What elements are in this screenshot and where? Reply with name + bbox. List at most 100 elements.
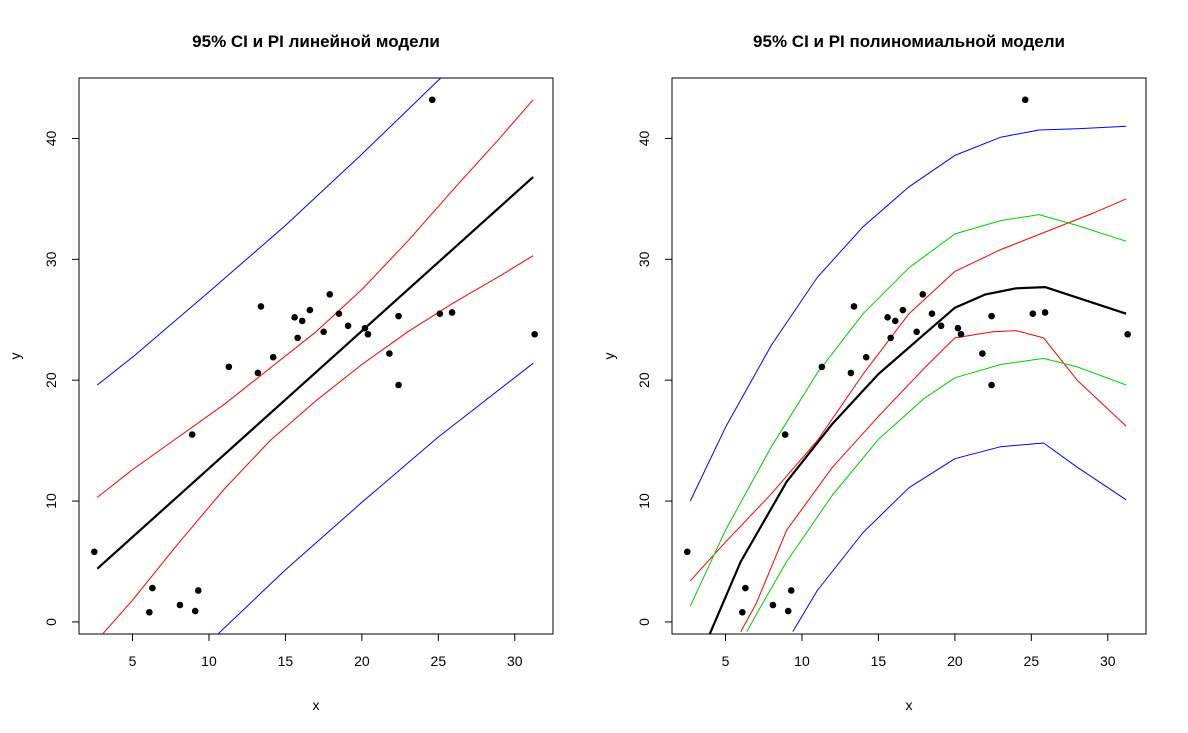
x-tick-label: 20 <box>947 653 963 669</box>
data-point <box>928 310 936 317</box>
ci-lower-line <box>740 330 1127 632</box>
chart-title: 95% CI и PI линейной модели <box>192 32 440 51</box>
data-point <box>818 363 826 371</box>
data-point <box>1124 330 1131 338</box>
data-point <box>937 322 945 330</box>
x-tick-label: 25 <box>1024 653 1040 669</box>
data-point <box>531 330 538 338</box>
data-point <box>787 587 795 594</box>
series-lines <box>96 78 534 634</box>
data-point <box>146 608 153 616</box>
x-tick-label: 30 <box>507 653 523 669</box>
pi-upper-line <box>689 125 1127 502</box>
y-tick-label: 30 <box>43 251 59 267</box>
ci-upper-line <box>96 99 534 498</box>
fit-line <box>708 286 1127 634</box>
polynomial-model-panel: 95% CI и PI полиномиальной модели 5 10 15 2… <box>601 32 1147 713</box>
data-point <box>988 312 995 320</box>
x-tick-label: 30 <box>1100 653 1116 669</box>
data-point <box>884 314 891 321</box>
data-point <box>194 587 202 594</box>
pi-lower-line <box>217 362 534 634</box>
data-point <box>781 431 789 438</box>
data-point <box>291 314 298 321</box>
data-point <box>176 601 184 609</box>
x-tick-label: 20 <box>354 653 370 669</box>
data-point <box>988 381 995 389</box>
data-point <box>257 303 265 310</box>
data-point <box>149 584 156 592</box>
data-point <box>386 350 393 357</box>
plot-frame <box>78 77 554 635</box>
data-point <box>361 324 369 332</box>
pi-upper-line <box>96 78 442 386</box>
x-tick-label: 10 <box>201 653 217 669</box>
data-point <box>1021 96 1029 104</box>
pi-lower-line <box>792 442 1127 632</box>
data-point <box>899 306 907 314</box>
data-point <box>428 96 436 104</box>
ci-upper-line <box>689 198 1127 582</box>
data-point <box>395 312 402 320</box>
data-point <box>913 328 920 336</box>
data-point <box>395 381 402 389</box>
chart-title: 95% CI и PI полиномиальной модели <box>753 32 1065 51</box>
y-axis-title: y <box>601 353 617 360</box>
y-tick-label: 20 <box>636 372 652 388</box>
data-point <box>191 607 199 615</box>
x-tick-label: 25 <box>431 653 447 669</box>
data-point <box>887 334 894 342</box>
y-tick-label: 10 <box>43 493 59 509</box>
x-tick-label: 10 <box>794 653 810 669</box>
data-point <box>862 353 870 361</box>
data-point <box>847 369 855 377</box>
data-point <box>298 317 306 325</box>
data-points <box>90 96 538 616</box>
data-point <box>225 363 233 371</box>
data-point <box>1029 310 1037 317</box>
data-point <box>891 317 899 325</box>
data-point <box>784 607 792 615</box>
x-axis: 5 10 15 20 25 30 <box>722 634 1116 669</box>
y-tick-label: 10 <box>636 493 652 509</box>
ci-lower-line <box>101 255 534 634</box>
band-lower-line <box>746 357 1127 632</box>
data-point <box>364 330 372 338</box>
data-point <box>306 306 314 314</box>
y-axis: 0 10 20 30 40 <box>636 130 672 626</box>
data-point <box>90 548 98 556</box>
data-point <box>320 328 327 336</box>
data-point <box>254 369 262 377</box>
data-point <box>1041 309 1049 316</box>
x-tick-label: 15 <box>278 653 294 669</box>
data-point <box>954 324 962 332</box>
y-tick-label: 20 <box>43 372 59 388</box>
data-point <box>188 431 196 438</box>
data-point <box>850 303 858 310</box>
linear-model-panel: 95% CI и PI линейной модели 5 10 15 20 25 30 … <box>7 32 554 713</box>
data-point <box>742 584 749 592</box>
data-point <box>919 291 927 298</box>
data-point <box>979 350 986 357</box>
x-axis-title: x <box>906 697 913 713</box>
data-point <box>344 322 352 330</box>
plot-frame <box>671 77 1147 635</box>
data-point <box>436 310 444 317</box>
series-lines <box>689 125 1127 634</box>
band-upper-line <box>689 214 1127 607</box>
data-point <box>326 291 334 298</box>
data-point <box>683 548 691 556</box>
y-axis: 0 10 20 30 40 <box>43 130 79 626</box>
x-tick-label: 5 <box>129 653 137 669</box>
data-point <box>269 353 277 361</box>
y-axis-title: y <box>7 353 23 360</box>
y-tick-label: 0 <box>43 618 59 626</box>
data-point <box>335 310 343 317</box>
x-tick-label: 5 <box>722 653 730 669</box>
y-tick-label: 40 <box>636 130 652 146</box>
data-points <box>683 96 1131 616</box>
y-tick-label: 40 <box>43 130 59 146</box>
y-tick-label: 30 <box>636 251 652 267</box>
fit-line <box>96 176 534 570</box>
x-tick-label: 15 <box>871 653 887 669</box>
